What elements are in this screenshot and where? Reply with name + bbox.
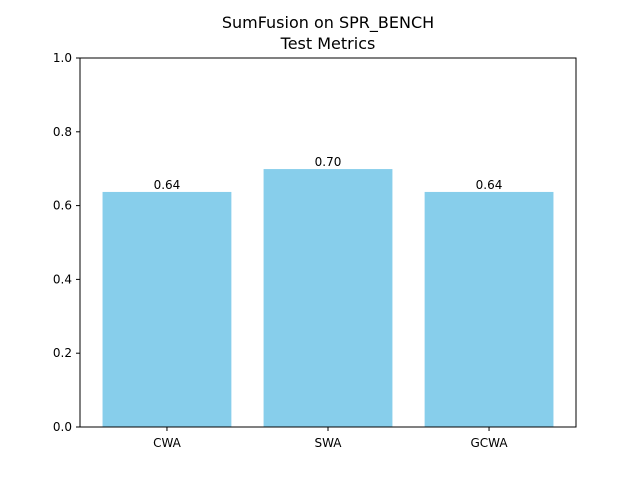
bars-group [103,169,554,427]
chart-title-line-1: SumFusion on SPR_BENCH [222,13,434,33]
bar-swa [264,169,393,427]
y-tick-label-4: 0.8 [53,125,72,139]
value-label-cwa: 0.64 [154,178,181,192]
y-axis: 0.0 0.2 0.4 0.6 0.8 1.0 [53,51,80,434]
y-tick-label-1: 0.2 [53,346,72,360]
y-tick-label-5: 1.0 [53,51,72,65]
chart-title-line-2: Test Metrics [280,34,376,53]
x-tick-label-gcwa: GCWA [470,436,508,450]
chart-title: SumFusion on SPR_BENCH Test Metrics [222,13,434,53]
bar-cwa [103,192,232,427]
x-tick-label-swa: SWA [314,436,342,450]
y-tick-label-2: 0.4 [53,272,72,286]
value-label-swa: 0.70 [315,155,342,169]
x-tick-label-cwa: CWA [153,436,182,450]
y-tick-label-3: 0.6 [53,199,72,213]
x-axis: CWA SWA GCWA [153,427,508,450]
value-label-gcwa: 0.64 [476,178,503,192]
y-tick-label-0: 0.0 [53,420,72,434]
bar-gcwa [425,192,554,427]
